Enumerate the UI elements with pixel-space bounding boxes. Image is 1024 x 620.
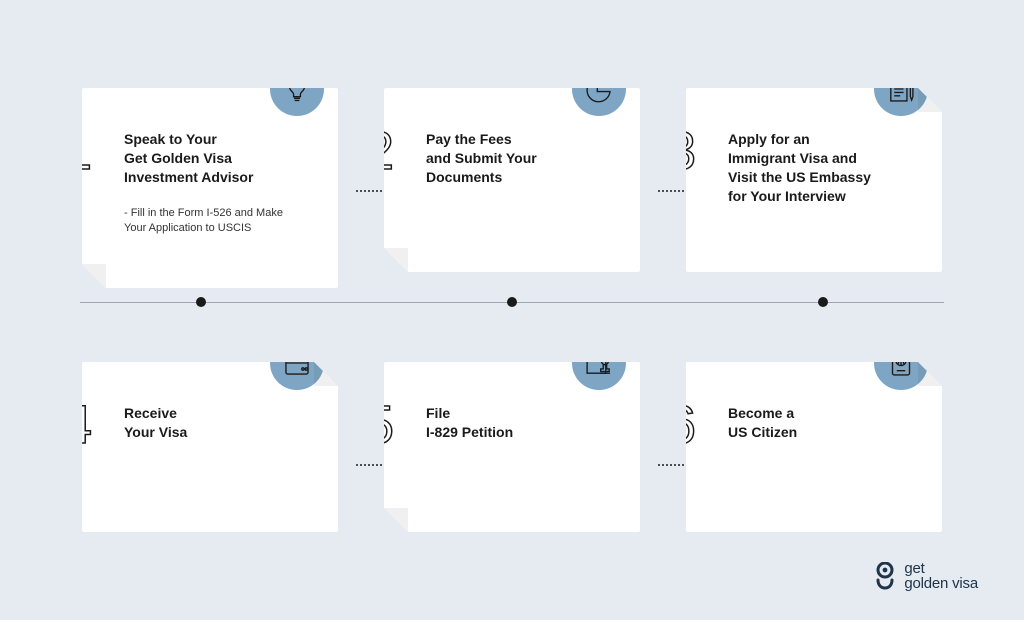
brand-logo: get golden visa	[874, 561, 978, 593]
step-number: 3	[666, 124, 696, 178]
step-card-6: 6 Become aUS Citizen	[686, 362, 942, 532]
brand-logo-line2: golden visa	[904, 576, 978, 592]
brand-logo-text: get golden visa	[904, 561, 978, 593]
lightbulb-icon	[270, 62, 324, 116]
step-title: Pay the Feesand Submit YourDocuments	[426, 130, 610, 187]
brand-logo-line1: get	[904, 561, 978, 577]
timeline-dot	[507, 297, 517, 307]
document-pen-icon	[874, 62, 928, 116]
steps-row-bottom: 4 ReceiveYour Visa 5 FileI-829 Petition	[0, 362, 1024, 532]
step-title: ReceiveYour Visa	[124, 404, 308, 442]
step-number: 1	[62, 124, 92, 178]
wallet-coin-icon	[270, 336, 324, 390]
step-title: Apply for anImmigrant Visa andVisit the …	[728, 130, 912, 206]
step-title: FileI-829 Petition	[426, 404, 610, 442]
step-number: 5	[364, 398, 394, 452]
timeline-dot	[196, 297, 206, 307]
step-subtitle: - Fill in the Form I-526 and Make Your A…	[124, 206, 308, 236]
brand-logo-mark-icon	[874, 562, 896, 590]
step-card-4: 4 ReceiveYour Visa	[82, 362, 338, 532]
step-number: 4	[62, 398, 92, 452]
timeline-line	[80, 302, 944, 303]
step-card-1: 1 Speak to YourGet Golden VisaInvestment…	[82, 88, 338, 288]
step-number: 6	[666, 398, 696, 452]
step-title: Speak to YourGet Golden VisaInvestment A…	[124, 130, 308, 187]
step-title: Become aUS Citizen	[728, 404, 912, 442]
stamp-icon	[572, 336, 626, 390]
steps-row-top: 1 Speak to YourGet Golden VisaInvestment…	[0, 88, 1024, 288]
timeline-dot	[818, 297, 828, 307]
step-number: 2	[364, 124, 394, 178]
passport-icon	[874, 336, 928, 390]
infographic-canvas: 1 Speak to YourGet Golden VisaInvestment…	[0, 0, 1024, 620]
step-card-5: 5 FileI-829 Petition	[384, 362, 640, 532]
pie-chart-icon	[572, 62, 626, 116]
step-card-2: 2 Pay the Feesand Submit YourDocuments	[384, 88, 640, 272]
step-card-3: 3 Apply for anImmigrant Visa andVisit th…	[686, 88, 942, 272]
